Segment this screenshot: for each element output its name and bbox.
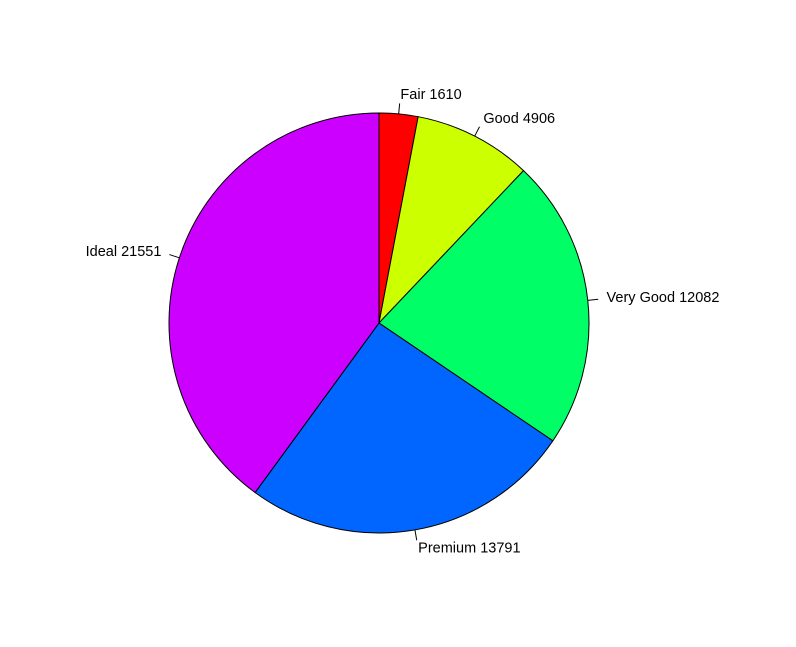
label-tick-ideal: [169, 254, 180, 259]
slice-label-premium: Premium 13791: [418, 540, 520, 556]
label-tick-fair: [398, 103, 401, 114]
pie-slice-premium: [254, 322, 554, 534]
slice-label-fair: Fair 1610: [400, 87, 461, 103]
pie-slice-ideal: [168, 112, 380, 494]
label-tick-premium: [414, 529, 418, 541]
slices-layer: [168, 112, 590, 534]
slice-label-good: Good 4906: [483, 111, 555, 127]
slice-label-very-good: Very Good 12082: [607, 290, 720, 306]
labels-layer: Fair 1610 Good 4906 Very Good 12082 Premium…: [86, 87, 720, 556]
slice-label-ideal: Ideal 21551: [86, 244, 162, 260]
pie-slice-very-good: [378, 169, 590, 442]
label-tick-good: [474, 126, 480, 137]
label-tick-very-good: [587, 298, 599, 301]
pie-slice-good: [378, 116, 525, 325]
